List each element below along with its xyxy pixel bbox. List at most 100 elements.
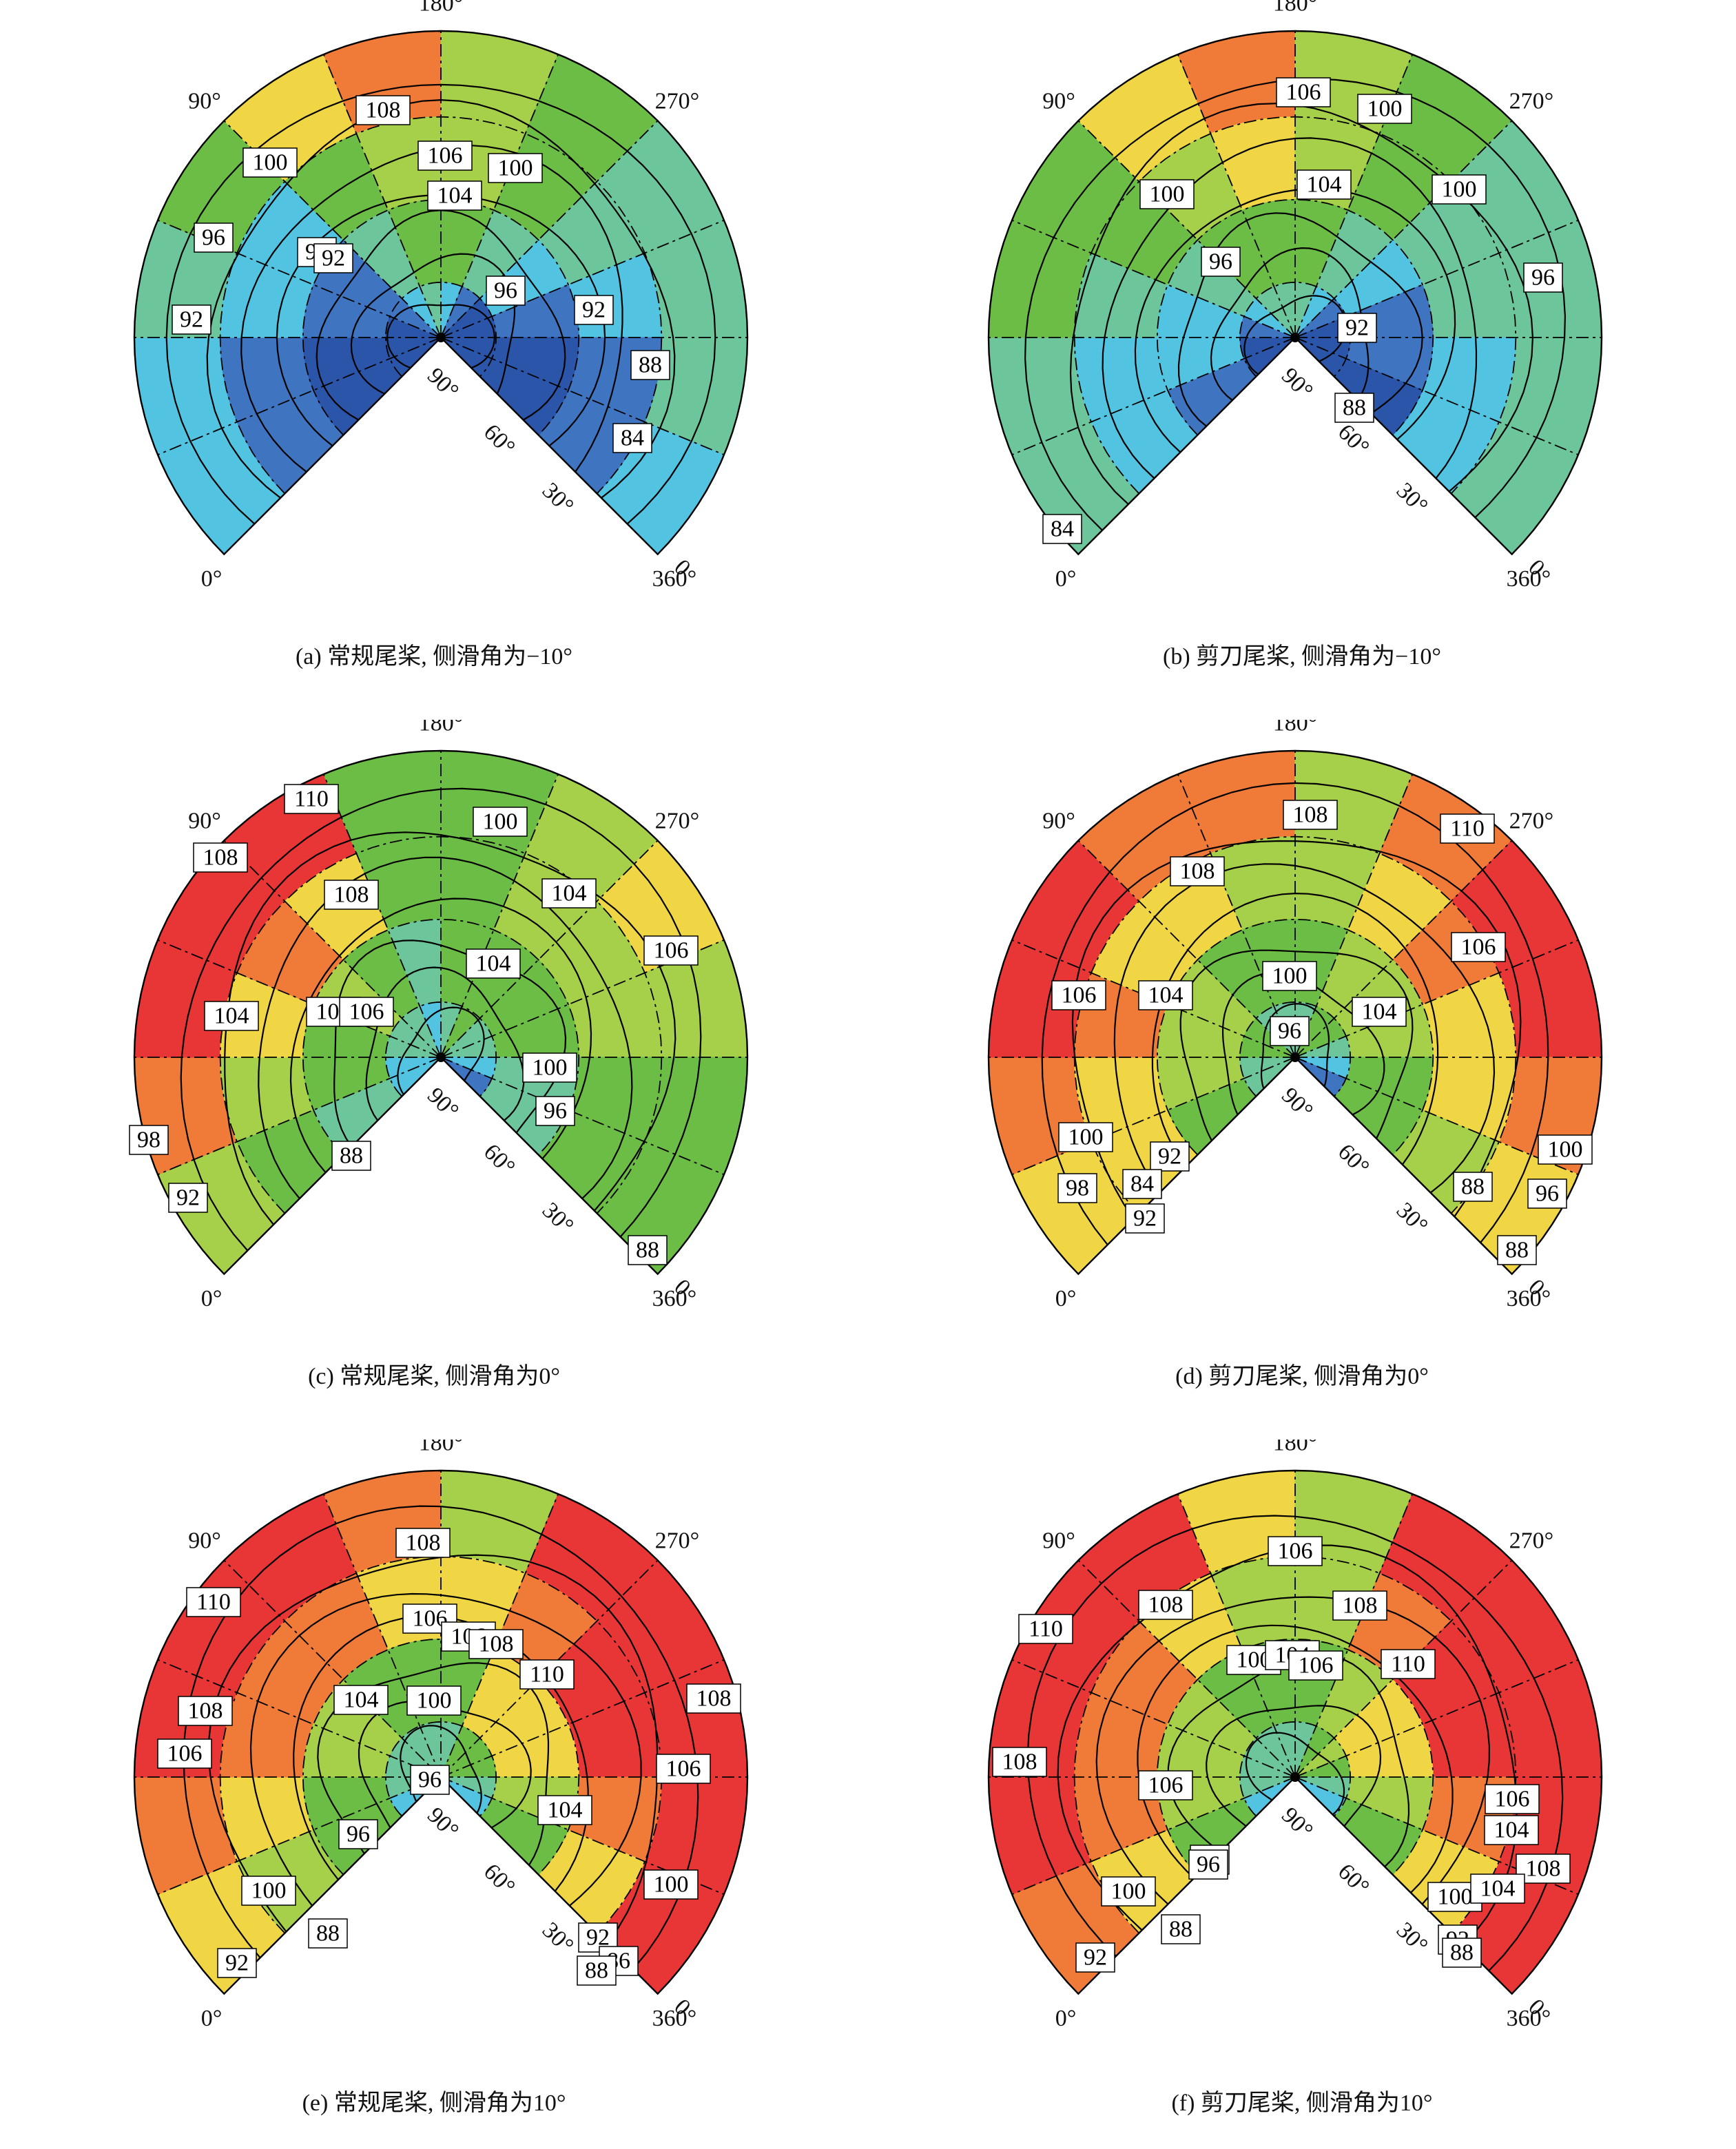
contour-label: 96 — [1536, 1181, 1559, 1207]
contour-label: 98 — [137, 1128, 161, 1153]
caption-b: (b) 剪刀尾桨, 侧滑角为−10° — [1163, 644, 1441, 669]
contour-label: 88 — [585, 1958, 608, 1984]
grid-spoke — [157, 337, 442, 456]
grid-spoke — [1077, 840, 1296, 1058]
contour-label-box — [333, 1685, 389, 1715]
contour-label-box — [1283, 800, 1338, 830]
contour-label: 96 — [544, 1099, 567, 1124]
contour-label-box — [1276, 77, 1331, 107]
grid-spoke — [1011, 1659, 1296, 1778]
contour-label: 100 — [654, 1872, 689, 1898]
contour-panel-d: 0°90°180°270°360°030°60°90°1081101081061… — [987, 720, 1603, 1311]
contour-label: 98 — [1066, 1176, 1089, 1201]
chart-outline — [987, 30, 1603, 556]
grid-spoke — [1077, 1559, 1296, 1778]
azimuth-label: 270° — [1509, 809, 1554, 834]
contour-label-box — [1268, 1536, 1323, 1566]
elevation-label: 90° — [1277, 363, 1318, 404]
grid-ring — [384, 1721, 497, 1817]
elevation-label: 60° — [1333, 1859, 1374, 1900]
grid-spoke — [322, 54, 442, 338]
azimuth-label: 180° — [419, 1440, 464, 1456]
contour-label: 104 — [548, 1798, 583, 1823]
contour-label-box — [355, 95, 411, 125]
azimuth-label: 270° — [1509, 1528, 1554, 1554]
elevation-label: 60° — [1333, 1139, 1374, 1181]
grid-spoke — [1294, 840, 1513, 1058]
contour-label: 96 — [418, 1767, 442, 1793]
elevation-label: 30° — [537, 478, 579, 519]
contour-label-box — [193, 842, 248, 873]
contour-label: 104 — [437, 183, 473, 209]
contour-label-box — [522, 1052, 577, 1083]
contour-label: 96 — [347, 1822, 370, 1847]
contour-label: 106 — [1148, 1773, 1184, 1798]
contour-label: 92 — [1345, 315, 1369, 341]
contour-label: 96 — [1531, 265, 1555, 291]
contour-label: 100 — [1150, 182, 1185, 207]
contour-label-box — [992, 1747, 1047, 1777]
azimuth-label: 360° — [652, 566, 697, 592]
grid-spoke — [440, 939, 725, 1058]
contour-label-box — [537, 1795, 592, 1825]
azimuth-label: 90° — [188, 809, 221, 834]
contour-label: 88 — [1461, 1174, 1485, 1200]
grid-ring — [1073, 116, 1517, 495]
contour-label: 106 — [428, 143, 463, 169]
grid-ring — [302, 198, 580, 436]
contour-label: 104 — [552, 881, 587, 906]
grid-spoke — [1011, 1057, 1296, 1176]
elevation-label: 90° — [422, 363, 464, 404]
contour-label-box — [417, 141, 473, 171]
contour-label-box — [656, 1754, 711, 1784]
contour-label: 108 — [188, 1699, 223, 1724]
contour-label: 88 — [340, 1143, 363, 1169]
azimuth-label: 270° — [1509, 89, 1554, 114]
grid-spoke — [1294, 337, 1579, 456]
contour-label: 110 — [196, 1590, 231, 1615]
grid-spoke — [440, 774, 559, 1058]
contour-label: 108 — [696, 1686, 732, 1712]
grid-spoke — [440, 840, 659, 1058]
contour-label-box — [204, 1001, 259, 1031]
grid-spoke — [1011, 337, 1296, 456]
contour-label-box — [339, 997, 394, 1027]
grid-ring — [384, 1001, 497, 1097]
contour-label: 108 — [366, 98, 401, 123]
grid-spoke — [1011, 219, 1296, 338]
contour-label-box — [473, 807, 528, 837]
contour-label: 92 — [225, 1951, 249, 1976]
contour-label-box — [242, 147, 298, 178]
contour-label: 108 — [1148, 1592, 1184, 1618]
contour-label: 84 — [621, 426, 644, 451]
contour-label-box — [1484, 1815, 1539, 1845]
contour-label: 96 — [1278, 1019, 1301, 1044]
grid-spoke — [1177, 54, 1296, 338]
contour-label: 104 — [476, 951, 511, 977]
grid-ring — [1239, 1001, 1352, 1097]
caption-f: (f) 剪刀尾桨, 侧滑角为10° — [1171, 2090, 1433, 2116]
azimuth-label: 90° — [1042, 1528, 1075, 1554]
caption-d: (d) 剪刀尾桨, 侧滑角为0° — [1175, 1364, 1429, 1389]
contour-label: 88 — [1450, 1940, 1474, 1966]
caption-a: (a) 常规尾桨, 侧滑角为−10° — [295, 644, 572, 669]
contour-label: 100 — [1367, 96, 1403, 122]
contour-label-box — [488, 153, 543, 183]
contour-label-box — [1332, 1590, 1387, 1621]
contour-label: 88 — [1343, 395, 1366, 421]
contour-label: 110 — [294, 787, 329, 812]
azimuth-label: 0° — [1055, 2006, 1077, 2031]
contour-label-box — [1138, 980, 1193, 1010]
grid-spoke — [157, 219, 442, 338]
caption-c: (c) 常规尾桨, 侧滑角为0° — [308, 1364, 560, 1389]
azimuth-label: 0° — [201, 566, 223, 592]
contour-label: 106 — [654, 938, 689, 964]
contour-label-box — [686, 1683, 741, 1714]
contour-label: 108 — [406, 1530, 441, 1556]
center-point — [1290, 333, 1300, 342]
contour-label-box — [1334, 393, 1374, 423]
contour-label: 110 — [1391, 1652, 1425, 1677]
grid-spoke — [1294, 1776, 1579, 1896]
